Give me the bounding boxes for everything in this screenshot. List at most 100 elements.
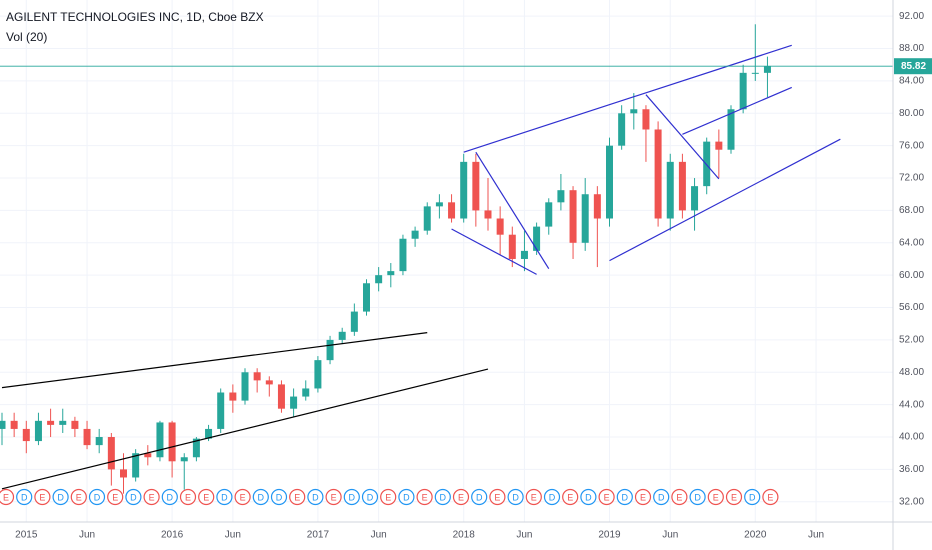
y-tick-label: 84.00 [899,76,924,87]
y-tick-label: 80.00 [899,108,924,119]
event-marker [125,488,142,506]
event-label: E [494,492,500,502]
candle-body [0,420,6,429]
candle-body [581,194,589,243]
event-label: D [167,492,174,502]
event-label: D [658,492,665,502]
event-label: D [94,492,101,502]
event-label: E [3,492,9,502]
candle-body [715,141,723,150]
candle-body [10,420,18,429]
event-label: E [767,492,773,502]
event-marker [689,488,706,506]
x-tick-label: Jun [225,530,241,541]
candle-body [508,234,516,259]
y-tick-label: 56.00 [899,302,924,313]
y-tick-label: 68.00 [899,205,924,216]
event-marker [234,488,251,506]
event-marker [289,488,306,506]
x-tick-label: Jun [79,530,95,541]
event-label: D [349,492,356,502]
event-marker [562,488,579,506]
event-marker [52,488,69,506]
event-marker [653,488,670,506]
trendline [645,94,720,180]
last-price-box [894,58,932,75]
candle-body [751,72,759,74]
candle-body [557,190,565,203]
candle-body [472,161,480,211]
candle-body [703,141,711,187]
candle-body [229,392,237,401]
trendline [1,368,489,490]
event-label: E [531,492,537,502]
candle-body [484,210,492,219]
event-marker [143,488,160,506]
candle-body [22,428,30,442]
x-tick-label: 2020 [744,530,767,541]
trendline [451,228,537,275]
event-label: D [276,492,283,502]
candle-body [423,206,431,231]
event-label: D [312,492,319,502]
event-marker [216,488,233,506]
candle-body [642,109,650,130]
event-label: E [112,492,118,502]
trendline [1,332,428,389]
event-marker [671,488,688,506]
event-label: E [731,492,737,502]
event-marker [380,488,397,506]
trendline [609,138,841,262]
event-label: E [39,492,45,502]
candle-body [120,469,127,478]
y-tick-label: 72.00 [899,173,924,184]
y-tick-label: 92.00 [899,11,924,22]
event-marker [307,488,324,506]
x-tick-label: 2017 [307,530,330,541]
event-label: E [458,492,464,502]
event-marker [471,488,488,506]
candle-body [763,66,771,73]
y-tick-label: 60.00 [899,270,924,281]
event-marker [161,488,178,506]
event-label: D [749,492,756,502]
candle-body [314,360,322,389]
event-label: E [185,492,191,502]
candle-body [363,283,370,312]
candle-body [739,72,747,110]
event-label: E [604,492,610,502]
candle-body [205,428,213,439]
event-label: E [240,492,246,502]
candle-body [241,372,249,401]
event-marker [598,488,615,506]
study-label: Vol (20) [6,30,47,44]
event-marker [179,488,197,506]
candle-body [302,388,310,397]
event-marker [416,488,433,506]
event-marker [398,488,415,506]
event-marker [325,488,342,506]
candle-body [34,420,42,442]
x-tick-label: 2018 [453,530,476,541]
candle-body [411,230,419,239]
event-label: D [440,492,447,502]
event-label: E [385,492,391,502]
event-marker [343,488,360,506]
event-label: D [258,492,265,502]
candle-body [83,428,91,446]
candle-body [569,190,577,243]
event-label: D [57,492,64,502]
candle-body [593,194,601,219]
candle-body [217,392,225,429]
x-tick-label: Jun [808,530,824,541]
candle-body [132,453,140,478]
candle-body [460,161,468,219]
candle-body [338,331,346,340]
y-tick-label: 40.00 [899,432,924,443]
event-label: D [403,492,410,502]
event-label: D [694,492,701,502]
event-label: E [76,492,82,502]
event-marker [580,488,597,506]
y-tick-label: 36.00 [899,464,924,475]
